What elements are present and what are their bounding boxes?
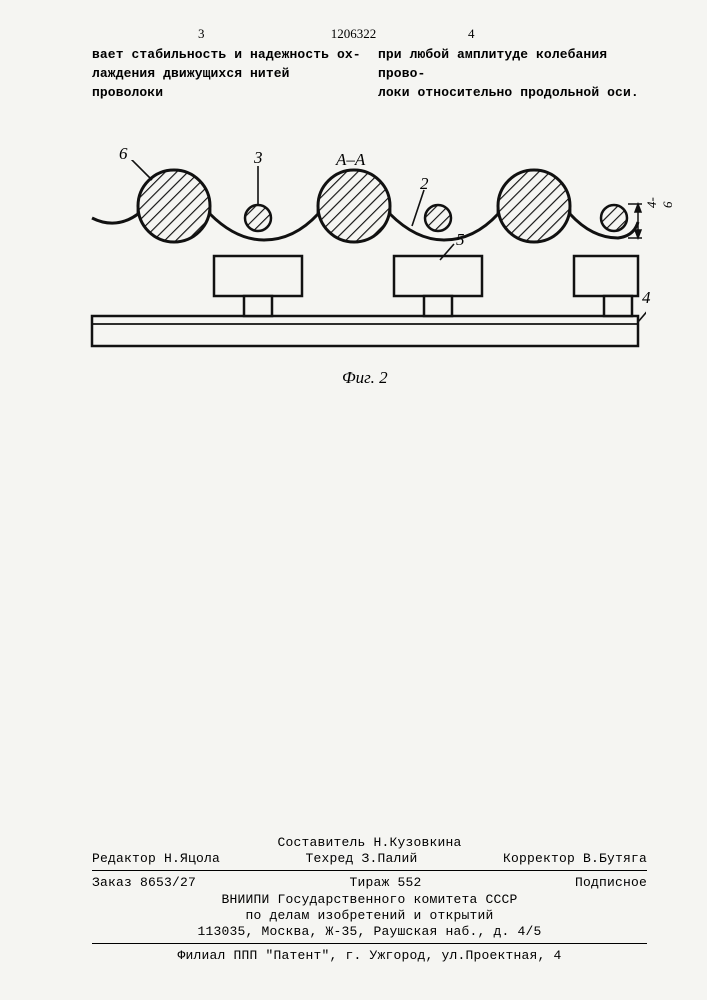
page-num-right: 4 [468, 26, 475, 42]
doc-number: 1206322 [331, 26, 377, 42]
body-col-left: вает стабильность и надежность ох- лажде… [92, 46, 364, 103]
divider-2 [92, 943, 647, 944]
label-2: 2 [420, 174, 429, 194]
subscription: Подписное [575, 875, 647, 890]
divider-1 [92, 870, 647, 871]
supports [214, 256, 638, 316]
figure-caption: Фиг. 2 [342, 368, 388, 388]
base-plate [92, 316, 638, 346]
figure-2: А–А [86, 160, 640, 400]
dimension-label: 4-6 [644, 197, 676, 208]
col-right-text: при любой амплитуде колебания прово- лок… [378, 47, 639, 100]
label-6: 6 [119, 144, 128, 164]
col-left-text: вает стабильность и надежность ох- лажде… [92, 47, 361, 100]
tirazh: Тираж 552 [350, 875, 422, 890]
lobes [138, 170, 570, 242]
org2: по делам изобретений и открытий [92, 908, 647, 923]
label-3: 3 [254, 148, 263, 168]
section-label: А–А [336, 150, 365, 170]
techred: Техред З.Палий [305, 851, 417, 866]
leaders [130, 160, 646, 322]
order: Заказ 8653/27 [92, 875, 196, 890]
corrector: Корректор В.Бутяга [503, 851, 647, 866]
label-4: 4 [642, 288, 651, 308]
colophon: Составитель Н.Кузовкина Редактор Н.Яцола… [92, 834, 647, 964]
address: 113035, Москва, Ж-35, Раушская наб., д. … [92, 924, 647, 939]
compiler: Составитель Н.Кузовкина [92, 835, 647, 850]
label-5: 5 [456, 230, 465, 250]
org1: ВНИИПИ Государственного комитета СССР [92, 892, 647, 907]
branch: Филиал ППП "Патент", г. Ужгород, ул.Прое… [92, 948, 647, 963]
body-col-right: при любой амплитуде колебания прово- лок… [378, 46, 650, 103]
page-num-left: 3 [198, 26, 205, 42]
figure-svg [86, 160, 646, 380]
editor: Редактор Н.Яцола [92, 851, 220, 866]
